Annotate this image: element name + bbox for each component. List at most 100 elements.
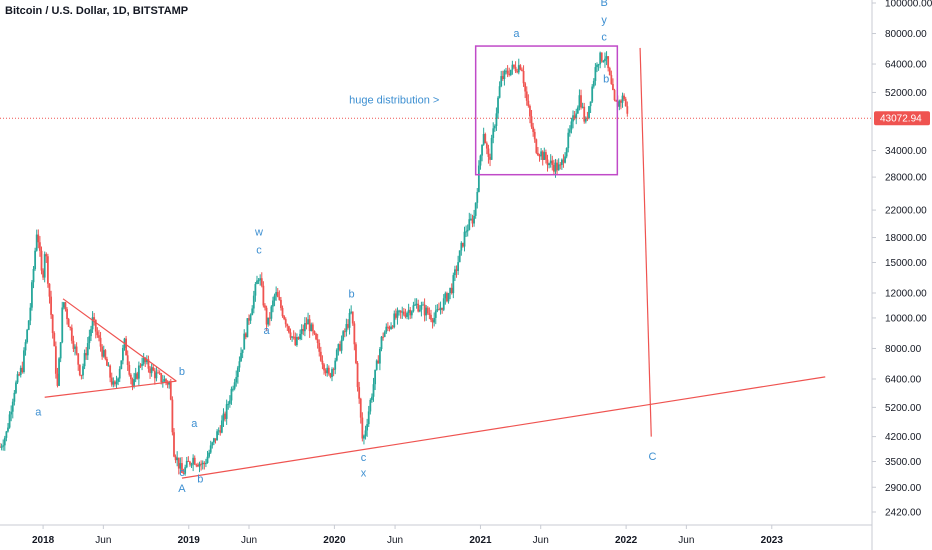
candle-body [377,360,380,364]
candle-body [513,64,515,67]
price-tick-label: 22000.00 [885,206,927,217]
trend-line-triangle-lower[interactable] [44,380,177,398]
candle-body [166,381,169,385]
trend-line-long-support[interactable] [181,376,826,479]
price-tick-label: 52000.00 [885,88,927,99]
candle-body [117,378,120,382]
candle-body [275,292,278,296]
price-axis[interactable]: 100000.00 80000.00 64000.00 52000.00 34000.0… [872,0,932,519]
candle-body [575,113,578,119]
candle-body [56,373,59,386]
last-price-value: 43072.94 [880,114,922,125]
candle-body [473,215,475,224]
candle-body [158,372,161,374]
candle-body [168,382,171,385]
candle-body [152,367,155,371]
wave-label: c [256,245,262,257]
candle-body [31,282,33,308]
candle-body [505,70,507,72]
candle-body [67,319,70,327]
candle-body [115,381,118,385]
candle-body [254,284,257,296]
candle-body [82,366,84,376]
candle-body [153,370,156,379]
drawings-layer[interactable] [44,45,826,479]
candle-body [465,231,467,233]
candle-body [533,131,536,140]
candle-body [383,332,386,337]
candle-body [64,302,67,310]
time-tick-label: 2018 [32,535,55,546]
candle-body [75,346,78,354]
trend-line-triangle-upper[interactable] [62,298,177,382]
candle-body [80,374,83,376]
candle-body [126,355,129,365]
candle-body [390,326,392,329]
candle-body [366,424,369,431]
candle-body [109,365,112,378]
candle-body [487,148,490,157]
candle-body [122,347,124,361]
candle-body [420,305,423,310]
candle-body [142,357,145,364]
time-tick-label: Jun [533,535,549,546]
candle-body [23,350,25,372]
price-tick-label: 80000.00 [885,29,927,40]
distribution-box[interactable] [474,45,619,176]
candle-body [45,254,48,257]
candle-body [570,121,573,130]
candle-body [18,374,21,376]
wave-label: C [648,451,656,463]
candle-body [93,317,96,320]
wave-label: x [361,467,367,479]
candle-body [552,164,555,172]
candle-body [489,156,491,160]
candle-body [359,398,362,418]
candle-body [185,460,188,468]
candles-series[interactable] [0,51,629,476]
candle-body [436,309,439,311]
candle-body [169,382,172,400]
candle-body [441,307,444,310]
candle-body [321,360,324,365]
candle-body [605,56,608,59]
time-tick-label: 2021 [469,535,492,546]
wave-label: B [600,0,607,9]
candle-body [59,342,62,359]
candle-body [503,70,506,80]
candle-body [364,430,367,436]
candle-body [297,336,300,340]
candle-body [224,413,226,419]
candle-body [206,456,209,463]
candle-body [540,151,543,157]
candle-body [551,160,554,165]
candle-body [26,329,29,343]
candle-body [422,304,424,306]
candle-body [286,324,289,327]
candle-body [372,384,375,397]
candle-body [200,463,203,465]
candle-body [610,75,613,85]
candle-body [176,457,179,461]
candle-body [425,307,428,316]
trend-line-projection-down[interactable] [639,47,652,437]
candle-body [428,313,431,315]
candle-body [198,463,201,467]
candle-body [98,335,100,338]
candle-body [418,309,421,312]
candle-body [361,417,364,439]
price-tick-label: 6400.00 [885,374,922,385]
candle-body [184,467,187,474]
candle-body [141,363,143,366]
candle-body [139,365,142,367]
candle-body [589,101,592,107]
price-tick-label: 10000.00 [885,313,927,324]
candle-body [37,234,40,243]
candle-body [500,76,503,87]
candle-body [399,310,402,313]
price-tick-label: 2420.00 [885,508,922,519]
candle-body [51,314,54,334]
time-axis[interactable]: 2018 Jun 2019 Jun 2020 Jun 2021 Jun 2022 Jun 2023 [32,525,783,546]
candle-body [394,313,397,318]
